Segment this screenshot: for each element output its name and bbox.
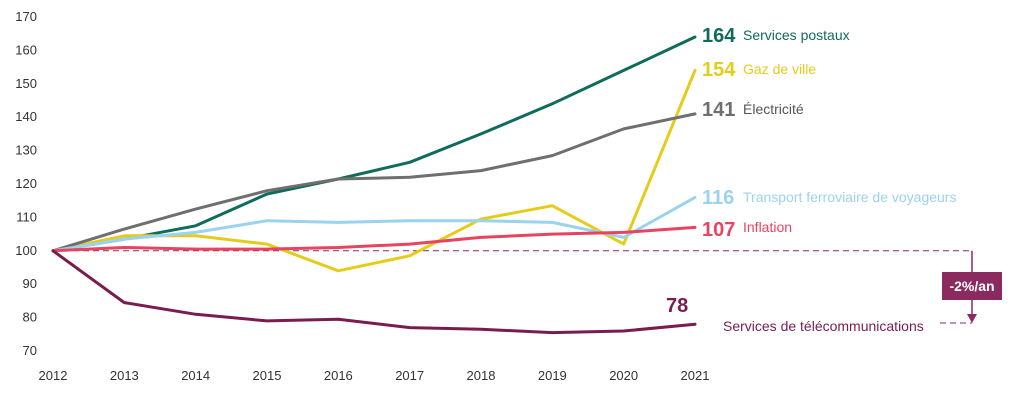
y-tick-label: 170 [15, 9, 37, 24]
annotation-label: -2%/an [949, 278, 994, 294]
y-axis: 70 80 90 100 110 120 130 140 150 160 170 [15, 9, 37, 358]
x-axis: 2012 2013 2014 2015 2016 2017 2018 2019 2020 2021 [39, 368, 710, 383]
series-line [51, 249, 697, 335]
annotation-box [942, 272, 1002, 300]
series-end-labels: 164 Services postaux 154 Gaz de ville 141 Éle… [666, 25, 956, 334]
y-tick-label: 150 [15, 76, 37, 91]
series-end-value: 116 [702, 187, 734, 209]
series-line [51, 112, 697, 253]
series-name-label: Électricité [743, 101, 804, 117]
series-line [51, 35, 697, 253]
y-tick-label: 100 [15, 243, 37, 258]
y-tick-label: 160 [15, 42, 37, 57]
x-tick-label: 2020 [609, 368, 638, 383]
x-tick-label: 2014 [181, 368, 210, 383]
x-tick-label: 2021 [681, 368, 710, 383]
x-tick-label: 2015 [253, 368, 282, 383]
x-tick-label: 2016 [324, 368, 353, 383]
y-tick-label: 80 [23, 310, 37, 325]
y-tick-label: 110 [16, 209, 37, 224]
series-end-value: 154 [702, 59, 736, 81]
series-end-value: 141 [702, 99, 735, 121]
y-tick-label: 70 [23, 343, 37, 358]
series-name-label: Services postaux [743, 27, 850, 43]
series-name-label: Gaz de ville [743, 61, 816, 77]
y-tick-label: 140 [15, 109, 37, 124]
x-tick-label: 2013 [110, 368, 139, 383]
series-line [51, 195, 697, 253]
x-tick-label: 2019 [538, 368, 567, 383]
x-tick-label: 2017 [395, 368, 424, 383]
annual-rate-annotation: -2%/an [940, 250, 1002, 324]
series-end-value: 107 [702, 219, 735, 241]
y-tick-label: 130 [15, 143, 37, 158]
series-name-label: Inflation [743, 219, 792, 235]
series-line [51, 225, 697, 253]
series-end-value: 164 [702, 25, 736, 47]
annotation-arrow-head [967, 314, 977, 323]
series-name-label: Services de télécommunications [723, 318, 924, 334]
x-tick-label: 2012 [39, 368, 68, 383]
series-name-label: Transport ferroviaire de voyageurs [743, 189, 956, 205]
x-tick-label: 2018 [467, 368, 496, 383]
y-tick-label: 120 [15, 176, 37, 191]
series-end-value: 78 [666, 295, 688, 317]
y-tick-label: 90 [23, 276, 37, 291]
series-lines [51, 35, 697, 335]
